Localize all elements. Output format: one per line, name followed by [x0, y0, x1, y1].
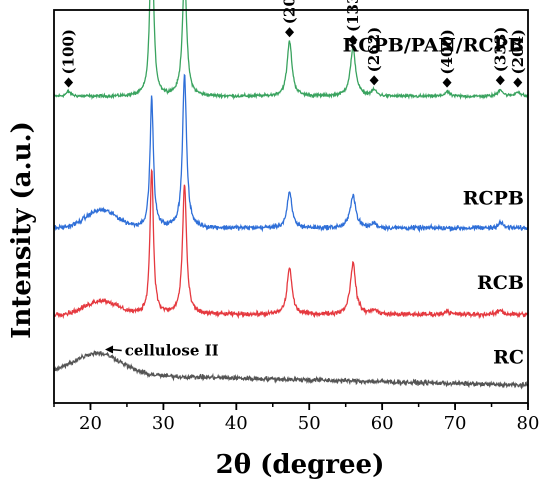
- peak-annotation-262: (262): [365, 27, 383, 86]
- annotation-cellulose-ii: cellulose II: [125, 342, 219, 360]
- peak-annotation-100: (100): [60, 29, 78, 88]
- y-axis-label: Intensity (a.u.): [7, 121, 37, 339]
- x-tick-label: 50: [298, 413, 321, 434]
- series-line-rcb: [53, 168, 529, 320]
- axis-layer: 20 30 40 50 60 70 80: [53, 9, 540, 434]
- series-line-rc: [53, 349, 529, 390]
- curve-label-rcpb: RCPB: [463, 188, 524, 210]
- diamond-marker-icon: [348, 35, 358, 46]
- peak-label: (333): [491, 27, 509, 73]
- series-layer: [53, 0, 529, 390]
- curve-label-rc: RC: [493, 347, 524, 369]
- peak-label: (262): [365, 27, 383, 73]
- curve-label-rcb: RCB: [477, 272, 524, 294]
- diamond-marker-icon: [285, 27, 295, 38]
- x-tick-label: 70: [444, 413, 467, 434]
- x-tick-label: 30: [152, 413, 175, 434]
- x-axis-label: 2θ (degree): [216, 450, 385, 480]
- annotation-layer: RCPB/PAN/RCPBRCPBRCBRC(100)(131)(002)(20…: [60, 0, 527, 369]
- x-tick-label: 60: [371, 413, 394, 434]
- diamond-marker-icon: [369, 75, 379, 86]
- arrow-head-icon: [105, 345, 114, 354]
- x-tick-label: 40: [225, 413, 248, 434]
- peak-label: (133): [344, 0, 362, 32]
- peak-label: (202): [281, 0, 299, 24]
- diamond-marker-icon: [495, 75, 505, 86]
- curve-label-rcpb-pan-rcpb: RCPB/PAN/RCPB: [343, 34, 524, 56]
- series-line-rcpb-pan-rcpb: [53, 0, 529, 101]
- peak-annotation-333: (333): [491, 27, 509, 86]
- peak-annotation-202: (202): [281, 0, 299, 38]
- diamond-marker-icon: [513, 77, 523, 88]
- plot-frame: [53, 9, 529, 404]
- series-line-rcpb: [53, 73, 529, 234]
- peak-annotation-133: (133): [344, 0, 362, 46]
- peak-annotation-400: (400): [438, 29, 456, 88]
- x-tick-label: 80: [517, 413, 540, 434]
- peak-label: (400): [438, 29, 456, 75]
- peak-label: (100): [60, 29, 78, 75]
- diamond-marker-icon: [442, 77, 452, 88]
- peak-annotation-204: (204): [509, 29, 527, 88]
- diamond-marker-icon: [64, 77, 74, 88]
- x-tick-label: 20: [79, 413, 102, 434]
- peak-label: (204): [509, 29, 527, 75]
